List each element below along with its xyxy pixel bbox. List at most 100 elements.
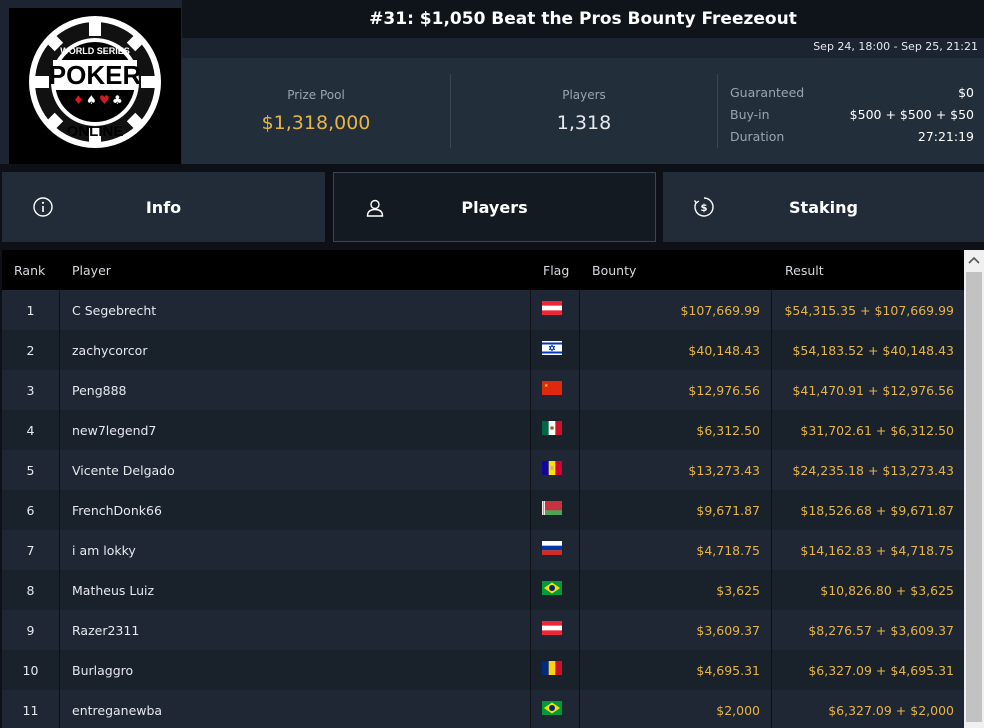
cell-divider (530, 330, 531, 370)
player-name-cell: Vicente Delgado (72, 463, 175, 478)
logo-text-top: WORLD SERIES (60, 46, 130, 56)
brazil-flag (542, 701, 562, 715)
scroll-up-arrow-icon[interactable] (964, 250, 984, 270)
cell-divider (579, 610, 580, 650)
israel-flag (542, 341, 562, 355)
bounty-cell: $9,671.87 (696, 503, 760, 518)
player-name-cell: Matheus Luiz (72, 583, 155, 598)
cell-divider (771, 650, 772, 690)
table-row[interactable]: 2 zachycorcor $40,148.43 $54,183.52 + $40,1… (2, 330, 964, 370)
rank-cell: 9 (26, 623, 35, 638)
cell-divider (59, 410, 60, 450)
cell-divider (771, 490, 772, 530)
rank-cell: 6 (26, 503, 35, 518)
players-stat: Players 1,318 (451, 58, 717, 164)
cell-divider (530, 410, 531, 450)
austria-flag (542, 621, 562, 635)
dollar-icon: $ (693, 197, 714, 217)
table-row[interactable]: 9 Razer2311 $3,609.37 $8,276.57 + $3,609.37 (2, 610, 964, 650)
bounty-cell: $3,609.37 (696, 623, 760, 638)
bounty-cell: $4,695.31 (696, 663, 760, 678)
cell-divider (771, 610, 772, 650)
table-row[interactable]: 10 Burlaggro $4,695.31 $6,327.09 + $4,695.3… (2, 650, 964, 690)
detail-value: $500 + $500 + $50 (849, 107, 974, 122)
tab-info-label: Info (145, 197, 182, 217)
col-rank[interactable]: Rank (14, 263, 46, 278)
cell-divider (771, 570, 772, 610)
table-row[interactable]: 5 Vicente Delgado $13,273.43 $24,235.18 + $… (2, 450, 964, 490)
cell-divider (579, 530, 580, 570)
cell-divider (59, 650, 60, 690)
prize-pool-label: Prize Pool (287, 88, 345, 102)
col-result[interactable]: Result (785, 263, 824, 278)
rank-cell: 1 (26, 303, 35, 318)
cell-divider (771, 530, 772, 570)
cell-divider (59, 450, 60, 490)
cell-divider (530, 610, 531, 650)
tab-players-label: Players (461, 197, 528, 217)
result-cell: $14,162.83 + $4,718.75 (800, 543, 954, 558)
stats-divider (450, 74, 451, 148)
tournament-title: #31: $1,050 Beat the Pros Bounty Freezeo… (182, 0, 984, 38)
tab-staking[interactable]: $ Staking (663, 172, 984, 242)
detail-key: Duration (730, 129, 785, 144)
scroll-thumb[interactable] (966, 272, 982, 722)
players-table: Rank Player Flag Bounty Result 1 C Segebr… (2, 250, 964, 728)
tournament-details: Guaranteed $0 Buy-in $500 + $500 + $50 D… (730, 82, 974, 148)
cell-divider (579, 570, 580, 610)
detail-value: $0 (958, 85, 974, 100)
cell-divider (59, 690, 60, 728)
table-row[interactable]: 4 new7legend7 $6,312.50 $31,702.61 + $6,312… (2, 410, 964, 450)
brazil-flag (542, 581, 562, 595)
result-cell: $8,276.57 + $3,609.37 (808, 623, 954, 638)
table-row[interactable]: 6 FrenchDonk66 $9,671.87 $18,526.68 + $9,67… (2, 490, 964, 530)
table-row[interactable]: 8 Matheus Luiz $3,625 $10,826.80 + $3,625 (2, 570, 964, 610)
austria-flag (542, 301, 562, 315)
rank-cell: 2 (26, 343, 35, 358)
table-row[interactable]: 7 i am lokky $4,718.75 $14,162.83 + $4,718.… (2, 530, 964, 570)
detail-key: Buy-in (730, 107, 770, 122)
tab-info[interactable]: Info (2, 172, 325, 242)
cell-divider (59, 490, 60, 530)
tab-players[interactable]: Players (333, 172, 656, 242)
andorra-flag (542, 461, 562, 475)
col-flag[interactable]: Flag (543, 263, 570, 278)
table-row[interactable]: 3 Peng888 ★ $12,976.56 $41,470.91 + $12,976.… (2, 370, 964, 410)
prize-pool-stat: Prize Pool $1,318,000 (182, 58, 450, 164)
cell-divider (530, 650, 531, 690)
tab-staking-label: Staking (789, 197, 858, 217)
cell-divider (59, 370, 60, 410)
table-row[interactable]: 11 entreganewba $2,000 $6,327.09 + $2,000 (2, 690, 964, 728)
cell-divider (579, 690, 580, 728)
russia-flag (542, 541, 562, 555)
cell-divider (59, 530, 60, 570)
result-cell: $24,235.18 + $13,273.43 (792, 463, 954, 478)
bounty-cell: $13,273.43 (688, 463, 760, 478)
result-cell: $41,470.91 + $12,976.56 (792, 383, 954, 398)
col-bounty[interactable]: Bounty (592, 263, 637, 278)
belarus-flag (542, 501, 562, 515)
detail-buy-in: Buy-in $500 + $500 + $50 (730, 104, 974, 126)
bounty-cell: $12,976.56 (688, 383, 760, 398)
rank-cell: 11 (22, 703, 39, 718)
cell-divider (59, 570, 60, 610)
detail-key: Guaranteed (730, 85, 805, 100)
cell-divider (530, 570, 531, 610)
cell-divider (579, 450, 580, 490)
svg-text:♦: ♦ (73, 93, 84, 107)
player-name-cell: C Segebrecht (72, 303, 157, 318)
result-cell: $54,183.52 + $40,148.43 (792, 343, 954, 358)
table-row[interactable]: 1 C Segebrecht $107,669.99 $54,315.35 + $10… (2, 290, 964, 330)
romania-flag (542, 661, 562, 675)
cell-divider (530, 690, 531, 728)
cell-divider (530, 290, 531, 330)
cell-divider (771, 290, 772, 330)
player-name-cell: Razer2311 (72, 623, 140, 638)
bounty-cell: $4,718.75 (696, 543, 760, 558)
cell-divider (530, 370, 531, 410)
rank-cell: 10 (22, 663, 39, 678)
cell-divider (579, 410, 580, 450)
cell-divider (59, 290, 60, 330)
scrollbar[interactable] (964, 250, 984, 728)
col-player[interactable]: Player (72, 263, 111, 278)
